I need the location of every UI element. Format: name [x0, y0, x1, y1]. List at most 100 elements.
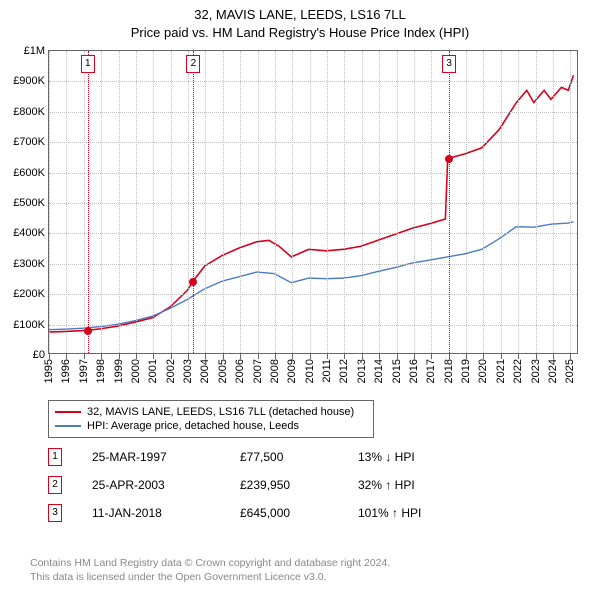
x-axis-label: 2021	[495, 359, 507, 383]
x-gridline	[205, 51, 206, 353]
x-gridline	[84, 51, 85, 353]
chart-title-1: 32, MAVIS LANE, LEEDS, LS16 7LL	[0, 6, 600, 24]
x-axis-label: 2025	[564, 359, 576, 383]
x-gridline	[258, 51, 259, 353]
event-guide	[449, 51, 450, 353]
event-date: 25-MAR-1997	[92, 450, 222, 464]
chart-container: 32, MAVIS LANE, LEEDS, LS16 7LL Price pa…	[0, 0, 600, 590]
y-gridline	[49, 264, 577, 265]
x-gridline	[414, 51, 415, 353]
x-axis-label: 2019	[460, 359, 472, 383]
x-gridline	[153, 51, 154, 353]
event-row: 3 11-JAN-2018 £645,000 101% ↑ HPI	[48, 504, 421, 522]
x-gridline	[327, 51, 328, 353]
x-axis-label: 1999	[113, 359, 125, 383]
chart-area: £0£100K£200K£300K£400K£500K£600K£700K£80…	[48, 50, 578, 354]
x-axis-label: 2006	[234, 359, 246, 383]
title-block: 32, MAVIS LANE, LEEDS, LS16 7LL Price pa…	[0, 0, 600, 41]
y-gridline	[49, 294, 577, 295]
x-gridline	[136, 51, 137, 353]
x-axis-label: 1995	[43, 359, 55, 383]
y-gridline	[49, 81, 577, 82]
x-axis-label: 1997	[78, 359, 90, 383]
events-table: 125-MAR-1997£77,50013% ↓ HPI225-APR-2003…	[48, 448, 421, 532]
x-axis-label: 2009	[286, 359, 298, 383]
x-gridline	[501, 51, 502, 353]
x-gridline	[49, 51, 50, 353]
x-axis-label: 2005	[217, 359, 229, 383]
event-price: £239,950	[240, 478, 340, 492]
y-gridline	[49, 112, 577, 113]
legend-label: HPI: Average price, detached house, Leed…	[87, 420, 299, 432]
legend-swatch	[55, 425, 81, 427]
event-price: £645,000	[240, 506, 340, 520]
y-gridline	[49, 203, 577, 204]
y-gridline	[49, 325, 577, 326]
event-delta: 13% ↓ HPI	[358, 450, 415, 464]
x-axis-label: 2013	[356, 359, 368, 383]
event-number: 2	[48, 476, 62, 494]
x-gridline	[223, 51, 224, 353]
x-axis-label: 2011	[321, 359, 333, 383]
y-axis-label: £400K	[13, 227, 45, 239]
x-gridline	[275, 51, 276, 353]
x-gridline	[397, 51, 398, 353]
legend-item: 32, MAVIS LANE, LEEDS, LS16 7LL (detache…	[55, 405, 367, 419]
event-number: 1	[48, 448, 62, 466]
x-axis-label: 2020	[477, 359, 489, 383]
y-axis-label: £700K	[13, 136, 45, 148]
event-price: £77,500	[240, 450, 340, 464]
footer-line-1: Contains HM Land Registry data © Crown c…	[30, 556, 590, 570]
x-axis-label: 2018	[443, 359, 455, 383]
y-axis-label: £500K	[13, 197, 45, 209]
x-axis-label: 2023	[530, 359, 542, 383]
x-gridline	[310, 51, 311, 353]
event-date: 11-JAN-2018	[92, 506, 222, 520]
footer: Contains HM Land Registry data © Crown c…	[30, 556, 590, 584]
x-gridline	[536, 51, 537, 353]
x-axis-label: 2002	[165, 359, 177, 383]
event-guide	[193, 51, 194, 353]
event-row: 1 25-MAR-1997 £77,500 13% ↓ HPI	[48, 448, 421, 466]
event-marker-box: 3	[442, 55, 456, 73]
x-gridline	[188, 51, 189, 353]
y-axis-label: £1M	[24, 45, 45, 57]
y-gridline	[49, 233, 577, 234]
y-axis-label: £100K	[13, 319, 45, 331]
x-gridline	[344, 51, 345, 353]
event-number: 3	[48, 504, 62, 522]
x-gridline	[379, 51, 380, 353]
x-axis-label: 2024	[547, 359, 559, 383]
footer-line-2: This data is licensed under the Open Gov…	[30, 570, 590, 584]
y-axis-label: £300K	[13, 258, 45, 270]
event-guide	[88, 51, 89, 353]
x-axis-label: 2014	[373, 359, 385, 383]
series-hpi	[49, 222, 573, 330]
x-axis-label: 2000	[130, 359, 142, 383]
x-gridline	[240, 51, 241, 353]
x-axis-label: 2015	[391, 359, 403, 383]
x-axis-label: 2007	[252, 359, 264, 383]
y-axis-label: £900K	[13, 75, 45, 87]
y-axis-label: £200K	[13, 288, 45, 300]
event-delta: 101% ↑ HPI	[358, 506, 421, 520]
x-axis-label: 2004	[199, 359, 211, 383]
x-axis-label: 2001	[147, 359, 159, 383]
x-axis-label: 2022	[512, 359, 524, 383]
event-marker-box: 2	[186, 55, 200, 73]
x-gridline	[66, 51, 67, 353]
legend: 32, MAVIS LANE, LEEDS, LS16 7LL (detache…	[48, 400, 374, 438]
x-axis-label: 2010	[304, 359, 316, 383]
x-axis-label: 2012	[338, 359, 350, 383]
x-gridline	[119, 51, 120, 353]
x-axis-label: 2016	[408, 359, 420, 383]
x-gridline	[553, 51, 554, 353]
y-axis-label: £600K	[13, 167, 45, 179]
legend-label: 32, MAVIS LANE, LEEDS, LS16 7LL (detache…	[87, 406, 354, 418]
x-axis-label: 1996	[60, 359, 72, 383]
x-gridline	[466, 51, 467, 353]
x-axis-label: 2017	[425, 359, 437, 383]
x-gridline	[570, 51, 571, 353]
x-gridline	[431, 51, 432, 353]
legend-item: HPI: Average price, detached house, Leed…	[55, 419, 367, 433]
